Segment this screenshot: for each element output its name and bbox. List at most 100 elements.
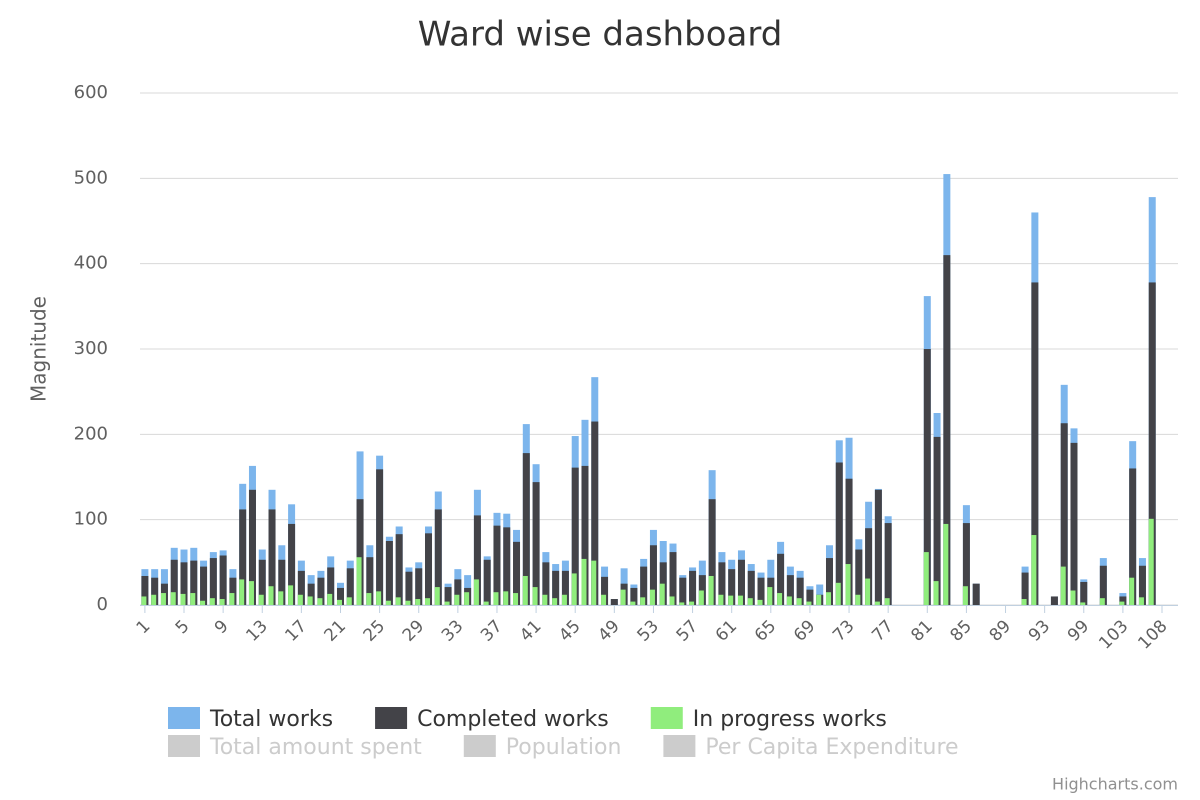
bar: [542, 594, 548, 605]
bar: [1070, 442, 1078, 605]
bar: [376, 591, 382, 605]
bar: [1129, 468, 1137, 605]
y-tick-label: 0: [97, 594, 108, 615]
bar: [503, 527, 511, 605]
bar: [180, 593, 186, 605]
x-tick-label: 1: [133, 616, 155, 638]
bar: [327, 567, 335, 605]
bar: [444, 587, 452, 605]
credits[interactable]: Highcharts.com: [1052, 775, 1178, 794]
bar: [1060, 566, 1066, 605]
bar: [248, 581, 254, 605]
bar: [297, 570, 305, 605]
bar: [170, 592, 176, 605]
x-tick-label: 37: [477, 616, 506, 645]
bar: [229, 593, 235, 605]
bar: [532, 482, 540, 605]
x-tick-label: 103: [1095, 616, 1132, 653]
bar: [1021, 572, 1029, 605]
bar: [434, 509, 442, 605]
bar: [640, 566, 648, 605]
bar: [757, 599, 763, 605]
bar: [288, 585, 294, 605]
bar: [737, 595, 743, 605]
bar: [493, 525, 501, 605]
x-tick-label: 81: [907, 616, 936, 645]
x-tick-label: 108: [1134, 616, 1171, 653]
bar: [190, 593, 196, 605]
x-tick-label: 9: [211, 616, 233, 638]
bar: [923, 552, 929, 605]
bar: [190, 560, 198, 605]
bar: [317, 598, 323, 605]
bar: [366, 593, 372, 605]
x-tick-label: 25: [360, 616, 389, 645]
legend-label: Total works: [209, 707, 333, 732]
bar: [796, 598, 802, 605]
bar: [698, 590, 704, 605]
bar: [728, 569, 736, 605]
legend-swatch: [463, 735, 496, 757]
bar: [1138, 597, 1144, 605]
bar: [806, 589, 814, 605]
bar: [288, 523, 296, 605]
bar: [777, 553, 785, 605]
bar: [522, 575, 528, 605]
y-axis-label: Magnitude: [27, 296, 51, 402]
bar: [1031, 282, 1039, 605]
chart-title: Ward wise dashboard: [418, 15, 783, 55]
y-tick-label: 400: [74, 253, 108, 274]
bar: [659, 583, 665, 605]
bar: [1080, 581, 1088, 605]
bar: [591, 560, 597, 605]
bar: [297, 594, 303, 605]
bar: [268, 509, 276, 605]
legend-swatch: [168, 707, 200, 729]
bar: [718, 594, 724, 605]
bar: [571, 573, 577, 605]
bar: [649, 545, 657, 605]
bar: [483, 601, 489, 605]
bar: [151, 577, 159, 605]
bar: [258, 559, 266, 605]
bar: [346, 597, 352, 605]
bar: [532, 587, 538, 605]
bar: [601, 576, 609, 605]
bar: [845, 478, 853, 605]
bar: [923, 349, 931, 605]
x-tick-label: 89: [986, 616, 1015, 645]
bar: [561, 570, 569, 605]
y-tick-label: 600: [74, 82, 108, 103]
bar: [1129, 577, 1135, 605]
bar: [229, 577, 237, 605]
bar: [884, 523, 892, 605]
bar: [855, 594, 861, 605]
bar: [542, 562, 550, 605]
bar: [180, 562, 188, 605]
bar: [219, 599, 225, 605]
x-tick-label: 69: [790, 616, 819, 645]
bar: [307, 583, 315, 605]
bar: [415, 599, 421, 605]
bar: [786, 575, 794, 605]
x-tick-label: 93: [1025, 616, 1054, 645]
bar: [767, 587, 773, 605]
bar: [649, 589, 655, 605]
bar: [170, 559, 178, 605]
bar: [415, 568, 423, 605]
bar: [698, 575, 706, 605]
bar: [513, 541, 521, 605]
bar: [385, 541, 393, 605]
bar: [601, 594, 607, 605]
bar: [630, 601, 636, 605]
bar: [865, 578, 871, 605]
bar: [1119, 601, 1125, 605]
x-tick-label: 5: [172, 616, 194, 638]
x-tick-label: 77: [868, 616, 897, 645]
y-tick-label: 200: [74, 423, 108, 444]
bar: [777, 593, 783, 605]
bar: [874, 601, 880, 605]
bar: [160, 593, 166, 605]
x-tick-label: 17: [281, 616, 310, 645]
bar: [141, 596, 147, 605]
